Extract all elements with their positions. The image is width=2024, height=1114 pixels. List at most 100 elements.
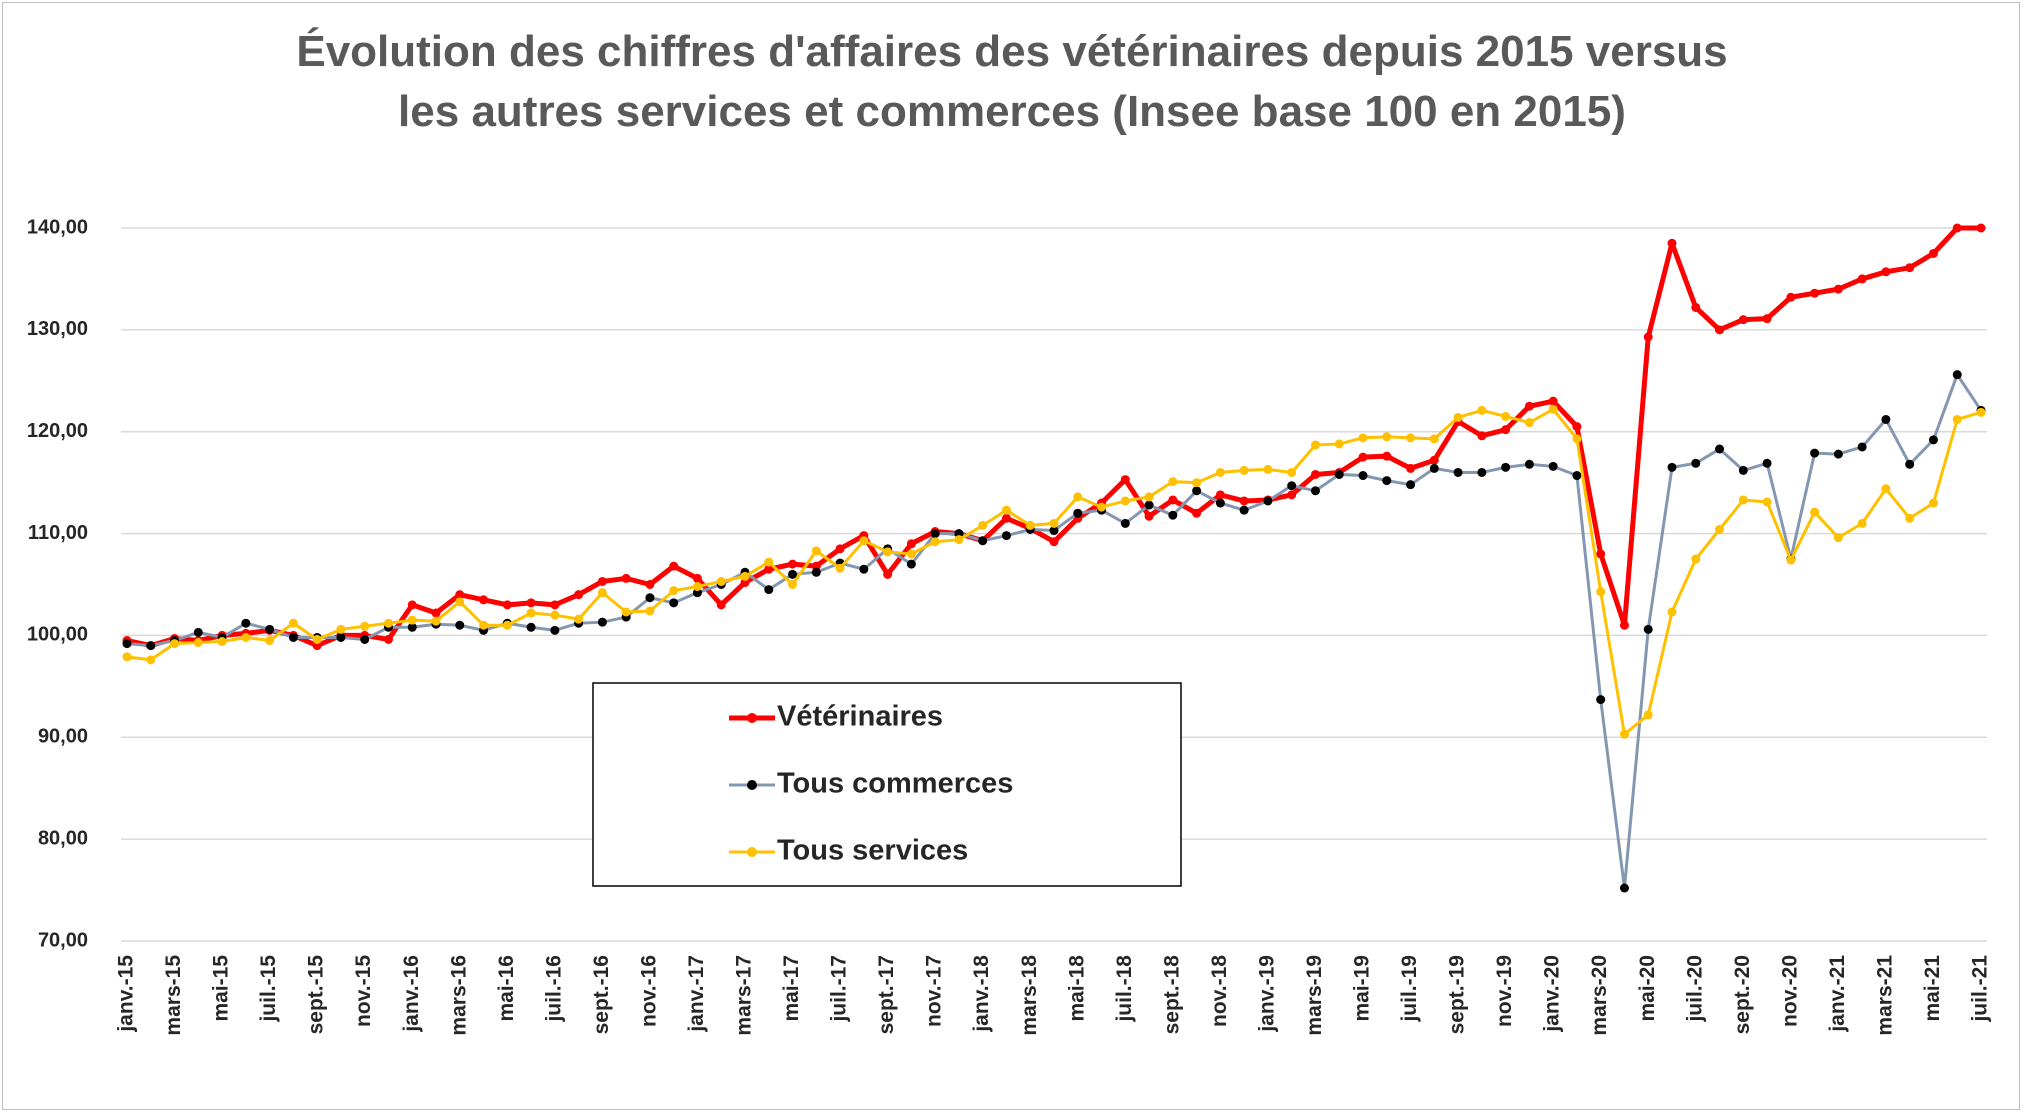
data-point	[1001, 513, 1011, 523]
data-point	[669, 561, 679, 571]
data-point	[1881, 414, 1891, 424]
data-point	[1239, 465, 1249, 475]
data-point	[431, 616, 441, 626]
data-point	[1192, 508, 1202, 518]
x-tick-label: mars-21	[1873, 955, 1896, 1036]
x-tick-label: sept.-19	[1446, 955, 1469, 1034]
data-point	[1501, 425, 1511, 435]
data-point	[1667, 238, 1677, 248]
y-tick-label: 110,00	[28, 522, 88, 544]
data-point	[1168, 477, 1178, 487]
data-point	[1976, 407, 1986, 417]
data-point	[1572, 434, 1582, 444]
data-point	[455, 597, 465, 607]
data-point	[1952, 414, 1962, 424]
data-point	[288, 632, 298, 642]
data-point	[1691, 302, 1701, 312]
legend-box	[592, 682, 1182, 887]
data-point	[1857, 518, 1867, 528]
data-point	[906, 549, 916, 559]
x-tick-label: mars-16	[447, 955, 470, 1036]
data-point	[883, 569, 893, 579]
data-point	[407, 622, 417, 632]
data-point	[1905, 459, 1915, 469]
data-point	[1905, 513, 1915, 523]
data-point	[550, 600, 560, 610]
data-point	[1263, 464, 1273, 474]
data-point	[502, 620, 512, 630]
x-tick-label: janv.-20	[1541, 955, 1564, 1033]
data-point	[954, 535, 964, 545]
data-point	[1691, 458, 1701, 468]
data-point	[669, 586, 679, 596]
data-point	[1643, 332, 1653, 342]
data-point	[1334, 469, 1344, 479]
legend-label: Vétérinaires	[777, 701, 943, 733]
data-point	[1833, 284, 1843, 294]
data-point	[1810, 288, 1820, 298]
data-point	[1715, 444, 1725, 454]
data-point	[835, 563, 845, 573]
x-tick-label: juil.-15	[257, 955, 280, 1023]
y-tick-label: 130,00	[27, 318, 88, 340]
x-tick-label: mars-15	[162, 955, 185, 1036]
data-point	[716, 576, 726, 586]
data-point	[1406, 463, 1416, 473]
data-point	[1715, 524, 1725, 534]
y-tick-label: 70,00	[38, 929, 88, 951]
data-point	[1952, 370, 1962, 380]
x-tick-label: juil.-19	[1398, 955, 1421, 1023]
data-point	[645, 593, 655, 603]
x-tick-label: juil.-21	[1969, 955, 1992, 1023]
y-tick-label: 90,00	[38, 726, 88, 748]
x-tick-label: janv.-18	[970, 955, 993, 1033]
data-point	[217, 637, 227, 647]
data-point	[978, 536, 988, 546]
data-point	[360, 635, 370, 645]
data-point	[1453, 412, 1463, 422]
x-tick-label: mai-17	[780, 955, 803, 1022]
data-point	[1524, 418, 1534, 428]
data-point	[1572, 422, 1582, 432]
x-tick-label: mars-19	[1303, 955, 1326, 1036]
x-tick-label: nov.-20	[1778, 955, 1801, 1027]
data-point	[526, 622, 536, 632]
data-point	[574, 614, 584, 624]
data-point	[526, 608, 536, 618]
legend-marker	[747, 713, 757, 723]
data-point	[550, 610, 560, 620]
data-point	[978, 520, 988, 530]
data-point	[1477, 431, 1487, 441]
data-point	[1477, 405, 1487, 415]
data-point	[1429, 434, 1439, 444]
data-point	[122, 652, 132, 662]
data-point	[407, 600, 417, 610]
data-point	[1287, 467, 1297, 477]
data-point	[1715, 325, 1725, 335]
data-point	[835, 544, 845, 554]
data-point	[1833, 533, 1843, 543]
data-point	[1049, 526, 1059, 536]
x-tick-label: mai-15	[210, 955, 233, 1022]
data-point	[1310, 486, 1320, 496]
data-point	[1596, 549, 1606, 559]
data-point	[788, 569, 798, 579]
data-point	[122, 639, 132, 649]
y-tick-label: 140,00	[27, 216, 88, 238]
x-tick-label: nov.-17	[923, 955, 946, 1027]
x-tick-label: sept.-17	[875, 955, 898, 1034]
data-point	[692, 573, 702, 583]
y-tick-label: 100,00	[27, 624, 88, 646]
data-point	[1928, 435, 1938, 445]
data-point	[526, 598, 536, 608]
data-point	[1168, 495, 1178, 505]
legend-marker	[747, 780, 757, 790]
data-point	[740, 571, 750, 581]
data-point	[1097, 502, 1107, 512]
data-point	[336, 632, 346, 642]
data-point	[1596, 587, 1606, 597]
data-point	[764, 585, 774, 595]
x-tick-label: mai-19	[1351, 955, 1374, 1022]
data-point	[1928, 498, 1938, 508]
